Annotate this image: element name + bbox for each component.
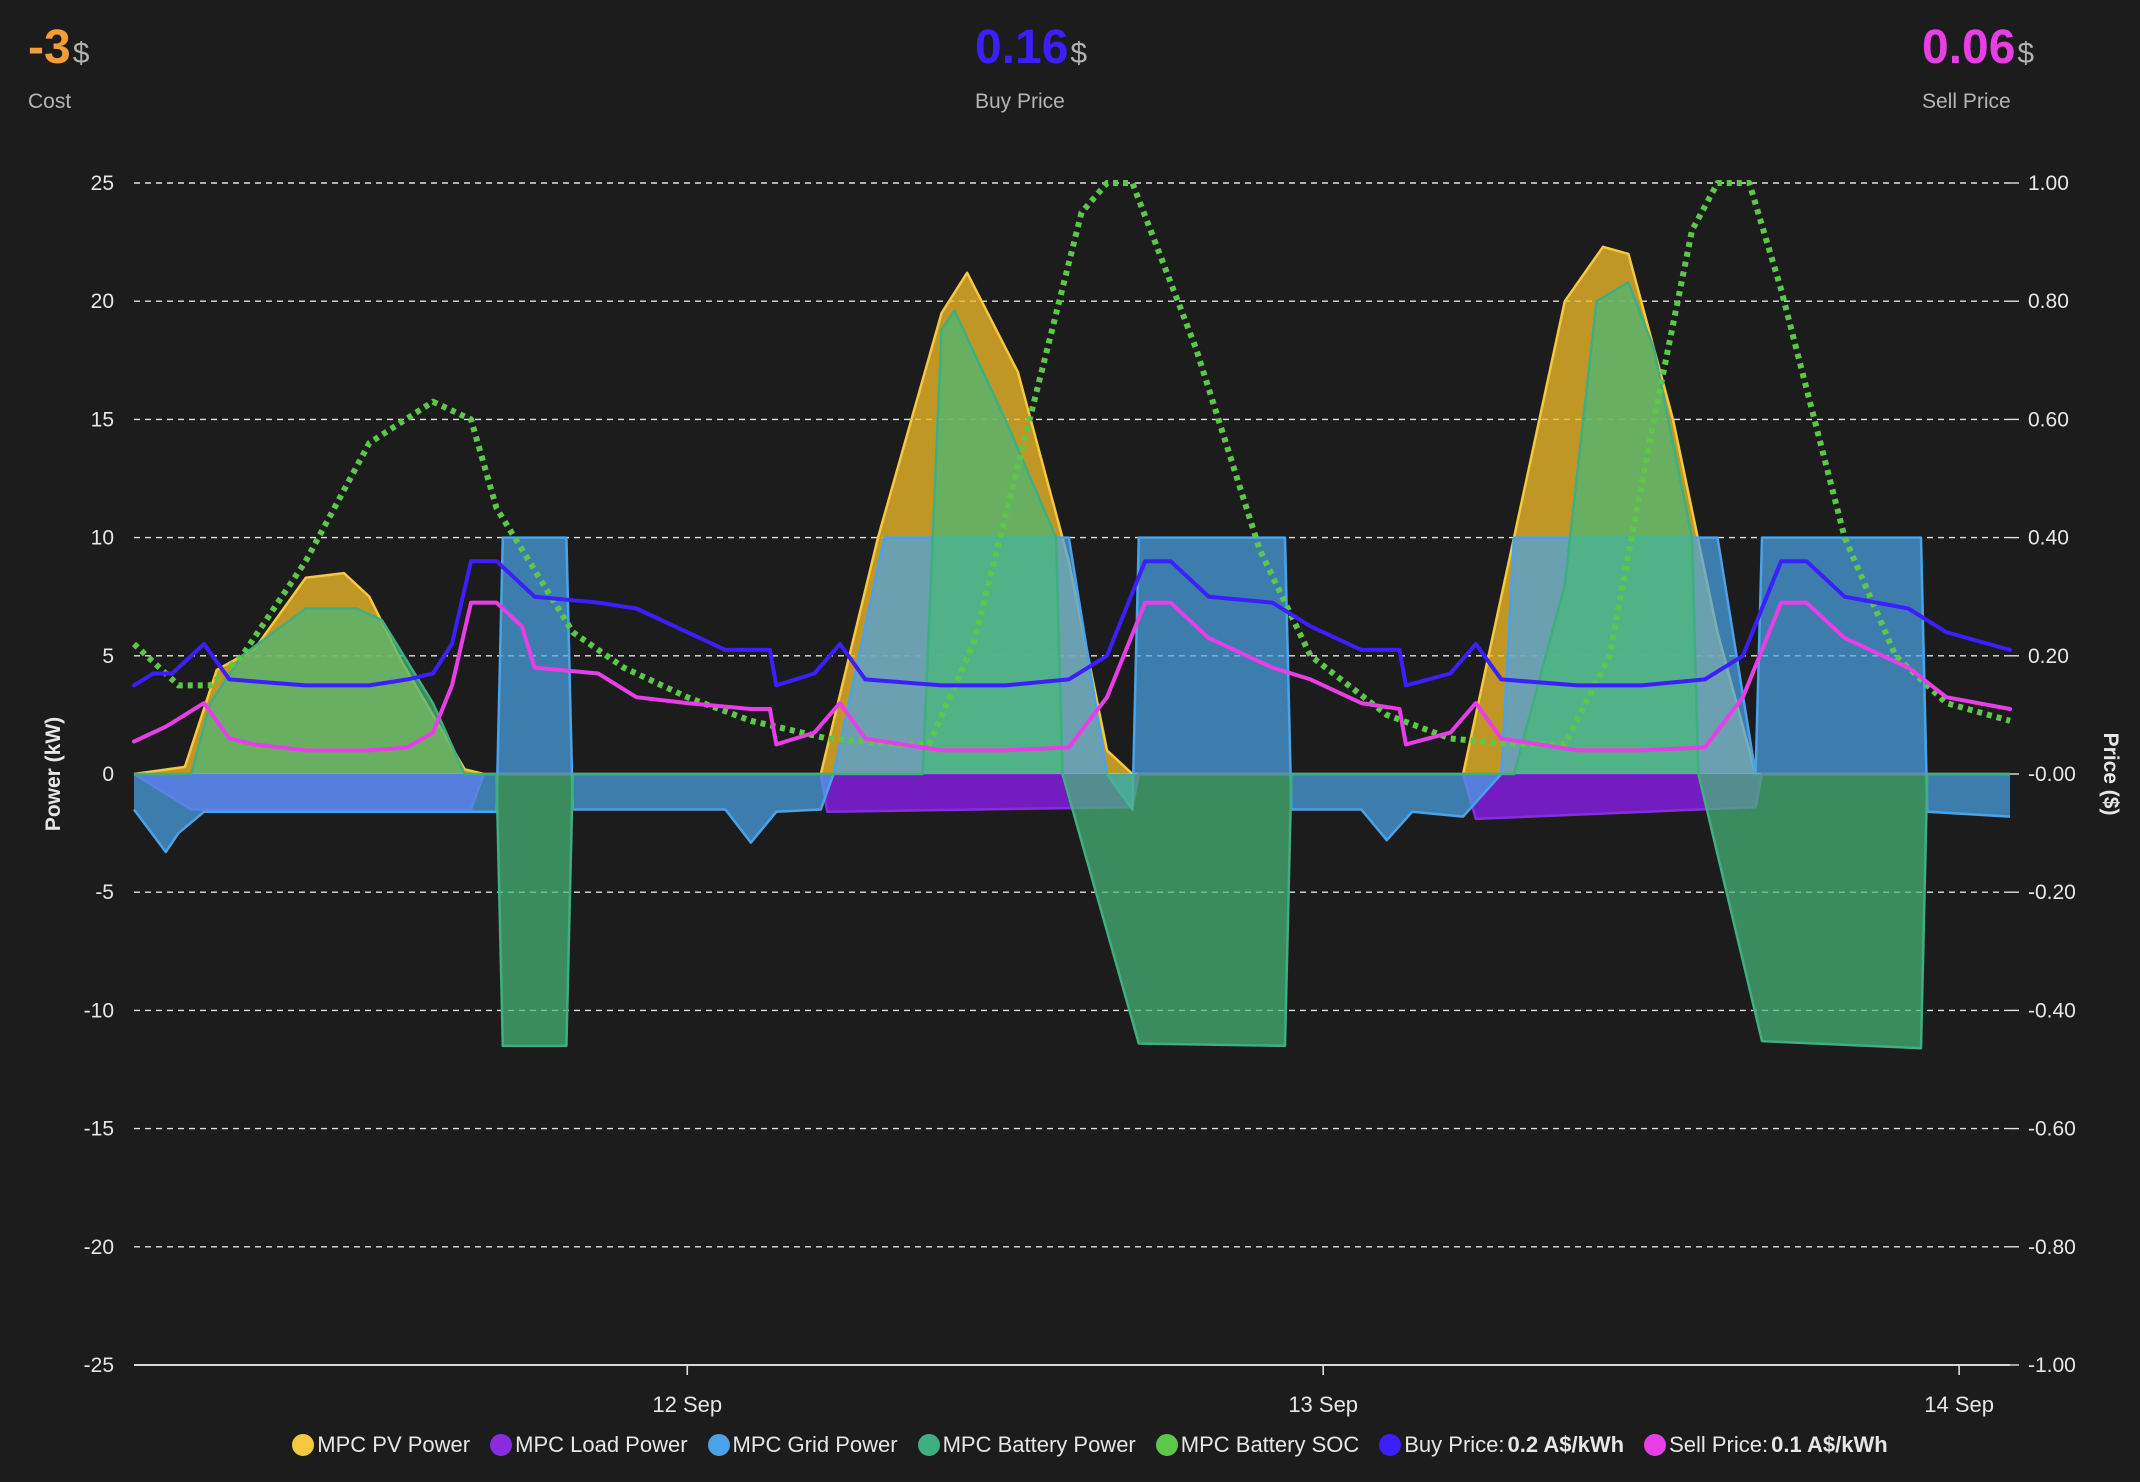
- x-tick-label: 12 Sep: [652, 1392, 722, 1417]
- legend-item[interactable]: MPC Battery SOC: [1155, 1432, 1360, 1458]
- cost-stat: -3$ Cost: [28, 18, 89, 114]
- axes: 25 20 15 10 5 0 -5 -10 -15 -20 -25 1.00 0.80 0.60 0.40…: [42, 172, 2122, 1417]
- y-left-tick-label: -25: [84, 1354, 114, 1377]
- legend-item[interactable]: MPC PV Power: [292, 1432, 470, 1458]
- y-right-tick-label: -1.00: [2028, 1354, 2076, 1377]
- mpc-pv-power-line: [133, 245, 2010, 776]
- buy-price-value: 0.16: [975, 21, 1069, 74]
- sell-price-value: 0.06: [1922, 21, 2016, 74]
- legend-label: MPC Battery SOC: [1180, 1432, 1360, 1457]
- legend-label: MPC Battery Power: [942, 1432, 1136, 1457]
- mpc-battery-power-area: [134, 282, 2010, 1049]
- sell-price-label: Sell Price: [1922, 90, 2011, 113]
- y-left-axis-title: Power (kW): [42, 717, 65, 831]
- y-left-tick-label: -15: [84, 1118, 114, 1141]
- cost-label: Cost: [28, 90, 72, 113]
- y-right-tick-label: 0.20: [2028, 645, 2069, 668]
- legend-swatch: [1644, 1434, 1667, 1456]
- legend-label: Sell Price:: [1669, 1432, 1769, 1457]
- legend-swatch: [707, 1434, 730, 1456]
- legend-value: 0.2 A$/kWh: [1507, 1432, 1625, 1457]
- y-right-tick-label: 0.40: [2028, 527, 2069, 550]
- legend-swatch: [490, 1434, 513, 1456]
- buy-price-line: [132, 559, 2012, 688]
- legend-swatch: [292, 1434, 315, 1456]
- legend-swatch: [917, 1434, 940, 1456]
- y-right-tick-label: -0.80: [2028, 1236, 2076, 1259]
- cost-value: -3: [28, 21, 71, 74]
- y-right-tick-label: -0.00: [2028, 763, 2076, 786]
- chart-legend: MPC PV Power MPC Load Power MPC Grid Power…: [200, 1432, 1980, 1458]
- energy-chart: 25 20 15 10 5 0 -5 -10 -15 -20 -25 1.00 0.80 0.60 0.40…: [42, 172, 2122, 1417]
- y-left-tick-label: 20: [91, 290, 114, 313]
- y-right-tick-label: 1.00: [2028, 172, 2069, 195]
- legend-value: 0.1 A$/kWh: [1771, 1432, 1888, 1457]
- y-right-axis-title: Price ($): [2099, 733, 2122, 816]
- mpc-battery-soc-line: [131, 180, 2011, 748]
- legend-item[interactable]: MPC Load Power: [490, 1432, 688, 1458]
- y-right-tick-label: -0.20: [2028, 881, 2076, 904]
- sell-price-line: [132, 600, 2012, 753]
- legend-swatch: [1379, 1434, 1402, 1456]
- legend-item[interactable]: Buy Price: 0.2 A$/kWh: [1379, 1432, 1624, 1458]
- buy-price-stat: 0.16$ Buy Price: [975, 18, 1087, 114]
- legend-item[interactable]: Sell Price: 0.1 A$/kWh: [1644, 1432, 1888, 1458]
- y-left-tick-label: 10: [91, 527, 114, 550]
- series-lines: [131, 180, 2012, 753]
- cost-unit: $: [72, 37, 90, 70]
- y-left-tick-label: 25: [91, 172, 114, 195]
- legend-label: MPC Grid Power: [732, 1432, 898, 1457]
- legend-swatch: [1155, 1434, 1178, 1456]
- mpc-battery-power-line: [134, 281, 2010, 1050]
- legend-item[interactable]: MPC Grid Power: [707, 1432, 898, 1458]
- y-left-tick-label: 5: [102, 645, 114, 668]
- legend-label: MPC Load Power: [515, 1432, 688, 1457]
- y-left-tick-label: -20: [84, 1236, 114, 1259]
- y-right-tick-label: -0.40: [2028, 999, 2076, 1022]
- sell-price-stat: 0.06$ Sell Price: [1922, 18, 2034, 114]
- y-left-tick-label: -5: [95, 881, 114, 904]
- y-right-tick-label: 0.80: [2028, 290, 2069, 313]
- x-tick-label: 14 Sep: [1924, 1392, 1994, 1417]
- series-areas: [132, 245, 2011, 1050]
- buy-price-unit: $: [1070, 37, 1088, 70]
- y-left-tick-label: 15: [91, 408, 114, 431]
- y-right-tick-label: 0.60: [2028, 408, 2069, 431]
- buy-price-label: Buy Price: [975, 90, 1065, 113]
- legend-label: Buy Price:: [1404, 1432, 1505, 1457]
- legend-item[interactable]: MPC Battery Power: [917, 1432, 1136, 1458]
- y-right-tick-label: -0.60: [2028, 1118, 2076, 1141]
- legend-label: MPC PV Power: [317, 1432, 471, 1457]
- x-tick-label: 13 Sep: [1288, 1392, 1358, 1417]
- y-left-tick-label: -10: [84, 999, 114, 1022]
- y-left-tick-label: 0: [102, 763, 114, 786]
- sell-price-unit: $: [2017, 37, 2035, 70]
